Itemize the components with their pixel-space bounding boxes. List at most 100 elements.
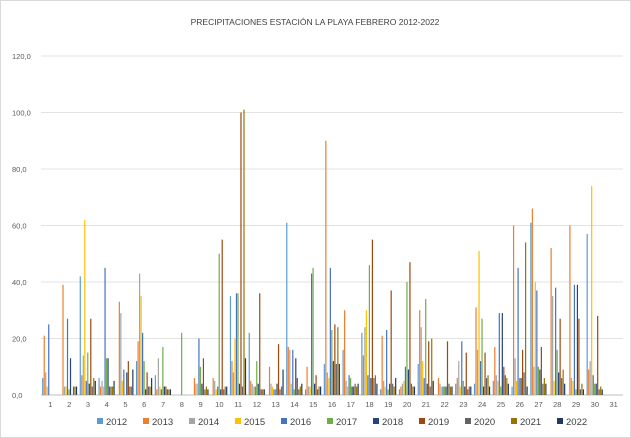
bar-2021-day-5 [130, 386, 132, 395]
bar-2017-day-13 [274, 389, 277, 395]
bar-2017-day-28 [556, 349, 558, 395]
bar-2016-day-25 [498, 313, 500, 395]
bar-2019-day-4 [108, 386, 111, 395]
bar-2012-day-30 [586, 233, 588, 395]
bar-2014-day-9 [195, 383, 197, 395]
bar-2013-day-3 [81, 375, 83, 395]
bar-2012-day-15 [304, 389, 307, 395]
bar-2020-day-14 [298, 389, 300, 395]
bar-2012-day-1 [42, 378, 44, 395]
bar-2017-day-16 [331, 330, 333, 395]
x-tick-label: 25 [497, 400, 505, 409]
bar-2016-day-15 [310, 273, 313, 395]
bar-2012-day-24 [473, 383, 476, 395]
bar-2014-day-20 [401, 383, 404, 395]
bar-2013-day-18 [362, 355, 364, 395]
legend-swatch [143, 418, 149, 424]
bar-2014-day-3 [82, 355, 84, 395]
bar-2017-day-15 [312, 267, 314, 396]
bar-2021-day-14 [299, 386, 301, 395]
bar-2019-day-19 [390, 290, 392, 395]
bar-2013-day-12 [250, 380, 252, 396]
bar-2013-day-10 [212, 378, 214, 395]
bar-2019-day-16 [334, 324, 336, 396]
bar-2021-day-30 [600, 386, 602, 395]
legend-label: 2020 [474, 417, 495, 428]
bar-2017-day-10 [218, 253, 220, 395]
bar-2012-day-12 [248, 332, 250, 395]
bar-2014-day-6 [139, 273, 141, 395]
bar-2022-day-26 [526, 386, 528, 395]
bar-2020-day-9 [204, 389, 206, 395]
bar-2016-day-10 [217, 386, 219, 395]
bar-2019-day-24 [484, 352, 486, 396]
bar-2013-day-30 [588, 369, 590, 395]
bar-2020-day-29 [579, 389, 582, 395]
legend-label: 2016 [290, 417, 311, 428]
bar-2015-day-14 [290, 383, 292, 395]
bar-2017-day-21 [425, 298, 427, 395]
bar-2019-day-27 [540, 346, 542, 395]
bar-2019-day-25 [503, 366, 505, 395]
bar-2013-day-16 [325, 140, 327, 395]
bar-2018-day-14 [295, 358, 297, 395]
x-axis-ticks: 1 2 3 4 5 6 7 8 9 10 11 12 13 14 15 16 17 18 19 20 21 22 23 24 2… [48, 400, 617, 409]
bar-2019-day-5 [127, 361, 129, 395]
bar-2016-day-29 [573, 284, 576, 395]
legend-swatch [281, 418, 287, 424]
bar-2014-day-5 [120, 313, 122, 395]
bar-2014-day-30 [589, 361, 591, 395]
x-tick-label: 15 [309, 400, 317, 409]
bar-2013-day-17 [344, 310, 346, 395]
bar-2018-day-13 [276, 383, 278, 395]
bar-2016-day-1 [48, 324, 50, 396]
bar-2022-day-9 [207, 389, 209, 395]
bar-2020-day-22 [448, 383, 450, 395]
legend-swatch [419, 418, 425, 424]
bar-2014-day-13 [270, 383, 272, 395]
x-tick-label: 31 [609, 400, 617, 409]
legend-label: 2017 [336, 417, 357, 428]
bar-2013-day-29 [569, 225, 571, 395]
bar-2016-day-20 [404, 366, 407, 395]
bar-2018-day-16 [332, 361, 334, 395]
bar-2016-day-9 [198, 338, 200, 395]
bar-2021-day-19 [393, 386, 395, 395]
bar-2021-day-28 [562, 369, 564, 395]
bar-2012-day-3 [79, 276, 81, 395]
bar-2021-day-27 [543, 378, 545, 395]
bar-2015-day-2 [65, 386, 67, 395]
bar-2015-day-16 [328, 378, 330, 395]
bar-2022-day-3 [94, 380, 96, 396]
bar-2016-day-28 [555, 287, 557, 395]
bar-2017-day-3 [87, 352, 89, 396]
bar-2019-day-14 [296, 378, 298, 395]
bar-2015-day-30 [591, 185, 593, 395]
x-tick-label: 4 [105, 400, 109, 409]
bar-2012-day-6 [136, 361, 138, 395]
bar-2022-day-11 [244, 358, 247, 395]
bar-2016-day-30 [592, 375, 594, 395]
bar-2019-day-28 [559, 318, 561, 395]
bar-2017-day-25 [500, 386, 502, 395]
bar-2015-day-25 [497, 380, 499, 396]
bar-2017-day-22 [443, 386, 446, 395]
bar-2017-day-17 [350, 378, 352, 395]
y-tick-label: 60,0 [12, 222, 27, 231]
bar-2019-day-17 [353, 386, 355, 395]
bar-2015-day-3 [84, 219, 86, 395]
bar-2019-day-18 [371, 239, 373, 396]
bar-2012-day-23 [455, 383, 457, 395]
bar-2014-day-23 [458, 361, 460, 395]
bar-2020-day-3 [91, 386, 93, 395]
bar-2016-day-24 [479, 361, 482, 395]
legend-label: 2021 [520, 417, 541, 428]
bar-2020-day-6 [148, 386, 150, 395]
bar-2021-day-6 [149, 386, 151, 395]
bar-2019-day-13 [277, 344, 280, 395]
bar-2018-day-19 [389, 383, 391, 395]
bar-2021-day-9 [205, 386, 208, 395]
bar-2016-day-26 [517, 267, 519, 396]
bar-2014-day-12 [251, 383, 253, 395]
